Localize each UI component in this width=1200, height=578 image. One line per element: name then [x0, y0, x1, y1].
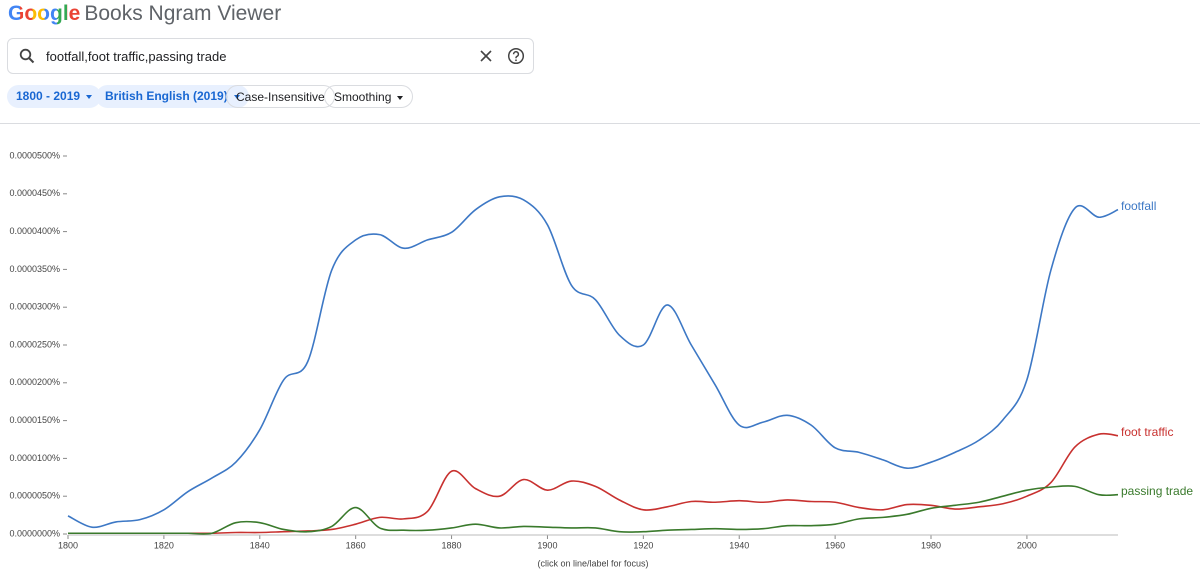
y-tick-label: 0.0000050% [9, 491, 60, 501]
logo-title: Books Ngram Viewer [84, 2, 282, 25]
search-query: footfall,foot traffic,passing trade [46, 49, 227, 64]
search-box[interactable]: footfall,foot traffic,passing trade [7, 38, 534, 74]
chip-label: British English (2019) [105, 89, 228, 103]
y-tick-label: 0.0000500% [9, 150, 60, 160]
divider [0, 123, 1200, 124]
x-tick-label: 1940 [729, 540, 749, 550]
y-tick-label: 0.0000400% [9, 226, 60, 236]
x-tick-label: 1880 [442, 540, 462, 550]
date-range-chip[interactable]: 1800 - 2019 [7, 85, 102, 108]
help-button[interactable] [507, 47, 525, 65]
chip-label: Case-Insensitive [236, 90, 325, 104]
series-label[interactable]: foot traffic [1121, 425, 1173, 439]
y-tick-label: 0.0000350% [9, 264, 60, 274]
y-tick-label: 0.0000450% [9, 188, 60, 198]
y-tick-label: 0.0000200% [9, 377, 60, 387]
series-line[interactable] [68, 485, 1119, 535]
smoothing-chip[interactable]: Smoothing [324, 85, 414, 108]
chip-label: Smoothing [334, 90, 392, 104]
x-tick-label: 1820 [154, 540, 174, 550]
logo-brand: Google [8, 2, 81, 25]
logo[interactable]: Google Books Ngram Viewer [8, 2, 281, 26]
x-tick-label: 1860 [346, 540, 366, 550]
series-line[interactable] [68, 432, 1119, 535]
x-tick-label: 1840 [250, 540, 270, 550]
chip-label: 1800 - 2019 [16, 89, 81, 103]
clear-button[interactable] [479, 49, 493, 63]
y-tick-label: 0.0000300% [9, 302, 60, 312]
y-tick-label: 0.0000000% [9, 528, 60, 538]
x-tick-label: 1900 [537, 540, 557, 550]
y-tick-label: 0.0000100% [9, 453, 60, 463]
series-line[interactable] [67, 195, 1119, 529]
x-tick-label: 1980 [921, 540, 941, 550]
x-tick-label: 1800 [58, 540, 78, 550]
series-label[interactable]: passing trade [1121, 484, 1193, 498]
x-tick-label: 2000 [1017, 540, 1037, 550]
x-tick-label: 1960 [825, 540, 845, 550]
x-tick-label: 1920 [633, 540, 653, 550]
chart-note: (click on line/label for focus) [537, 558, 648, 568]
y-tick-label: 0.0000250% [9, 339, 60, 349]
series-label[interactable]: footfall [1121, 199, 1156, 213]
y-tick-label: 0.0000150% [9, 415, 60, 425]
search-icon [19, 48, 35, 64]
